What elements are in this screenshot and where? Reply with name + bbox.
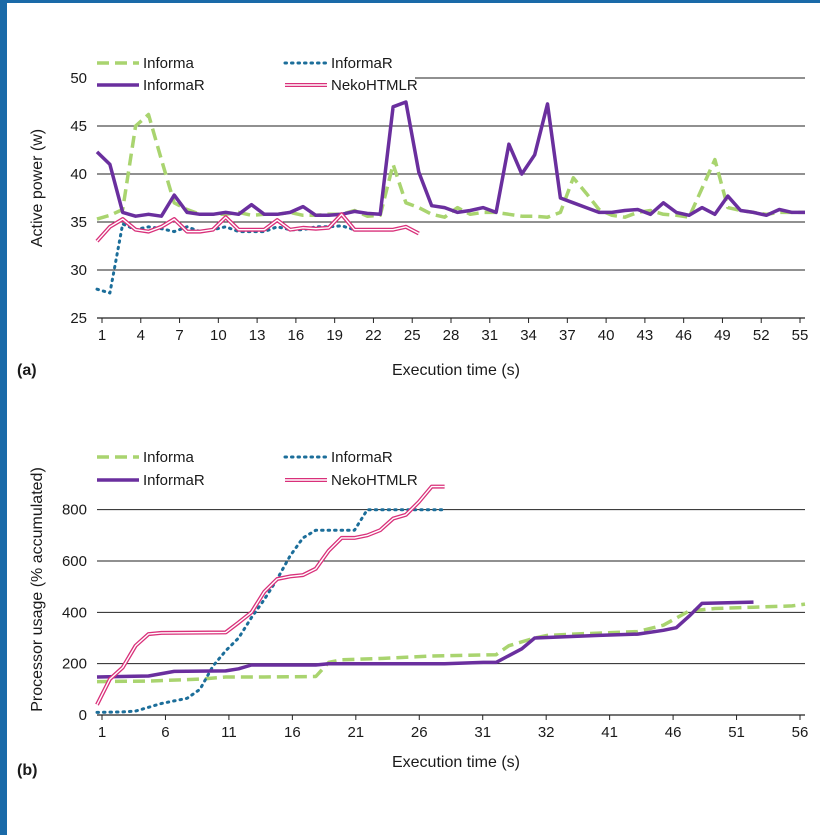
legend-label: InformaR bbox=[331, 449, 393, 466]
series-line-double bbox=[95, 212, 420, 243]
x-tick-label: 49 bbox=[714, 327, 731, 344]
legend-label: Informa bbox=[143, 55, 195, 72]
series-line-solid bbox=[96, 600, 754, 679]
series-line-solid bbox=[95, 100, 805, 218]
x-tick-label: 7 bbox=[175, 327, 183, 344]
x-tick-label: 25 bbox=[404, 327, 421, 344]
x-tick-label: 31 bbox=[474, 724, 491, 741]
panel-label: (b) bbox=[17, 762, 37, 779]
legend-label: Informa bbox=[143, 449, 195, 466]
legend-label: NekoHTMLR bbox=[331, 472, 418, 489]
legend-label: InformaR bbox=[331, 55, 393, 72]
x-tick-label: 46 bbox=[665, 724, 682, 741]
y-tick-label: 40 bbox=[70, 166, 87, 183]
x-tick-label: 55 bbox=[792, 327, 809, 344]
y-tick-label: 45 bbox=[70, 118, 87, 135]
legend-label: InformaR bbox=[143, 77, 205, 94]
x-tick-label: 4 bbox=[137, 327, 145, 344]
y-tick-label: 800 bbox=[62, 502, 87, 519]
legend-label: InformaR bbox=[143, 472, 205, 489]
x-tick-label: 26 bbox=[411, 724, 428, 741]
y-tick-label: 25 bbox=[70, 310, 87, 327]
x-tick-label: 34 bbox=[520, 327, 537, 344]
x-tick-label: 22 bbox=[365, 327, 382, 344]
y-axis-title: Active power (w) bbox=[29, 129, 46, 247]
x-tick-label: 56 bbox=[792, 724, 809, 741]
x-tick-label: 41 bbox=[601, 724, 618, 741]
y-tick-label: 35 bbox=[70, 214, 87, 231]
x-axis-title: Execution time (s) bbox=[392, 362, 520, 379]
y-tick-label: 30 bbox=[70, 262, 87, 279]
x-tick-label: 16 bbox=[284, 724, 301, 741]
series-line-dotted bbox=[95, 508, 447, 714]
x-tick-label: 1 bbox=[98, 327, 106, 344]
x-tick-label: 32 bbox=[538, 724, 555, 741]
y-tick-label: 50 bbox=[70, 70, 87, 87]
x-tick-label: 1 bbox=[98, 724, 106, 741]
x-tick-label: 19 bbox=[326, 327, 343, 344]
x-tick-label: 28 bbox=[443, 327, 460, 344]
x-tick-label: 16 bbox=[288, 327, 305, 344]
x-tick-label: 10 bbox=[210, 327, 227, 344]
y-tick-label: 400 bbox=[62, 604, 87, 621]
y-tick-label: 600 bbox=[62, 553, 87, 570]
legend-label: NekoHTMLR bbox=[331, 77, 418, 94]
series-line-double-inner bbox=[96, 485, 445, 706]
series-line-dashed bbox=[96, 112, 805, 221]
x-axis-title: Execution time (s) bbox=[392, 754, 520, 771]
x-tick-label: 31 bbox=[481, 327, 498, 344]
x-tick-label: 13 bbox=[249, 327, 266, 344]
y-axis-title: Processor usage (% accumulated) bbox=[29, 467, 46, 712]
y-tick-label: 200 bbox=[62, 656, 87, 673]
x-tick-label: 11 bbox=[221, 724, 237, 741]
x-tick-label: 46 bbox=[675, 327, 692, 344]
y-tick-label: 0 bbox=[79, 707, 87, 724]
x-tick-label: 21 bbox=[347, 724, 364, 741]
x-tick-label: 52 bbox=[753, 327, 770, 344]
series-line-dashed bbox=[96, 602, 806, 684]
x-tick-label: 40 bbox=[598, 327, 615, 344]
x-tick-label: 6 bbox=[161, 724, 169, 741]
chart-active-power: 25 30 35 40 45 50 1 4 7 10 13 16 19 22 25 28 31 34 37 40 43 4… bbox=[17, 55, 808, 379]
x-tick-label: 37 bbox=[559, 327, 576, 344]
series-line-dotted bbox=[95, 222, 356, 295]
panel-label: (a) bbox=[17, 362, 37, 379]
x-tick-label: 43 bbox=[637, 327, 654, 344]
x-tick-label: 51 bbox=[728, 724, 745, 741]
series-line-double-inner bbox=[96, 213, 420, 242]
